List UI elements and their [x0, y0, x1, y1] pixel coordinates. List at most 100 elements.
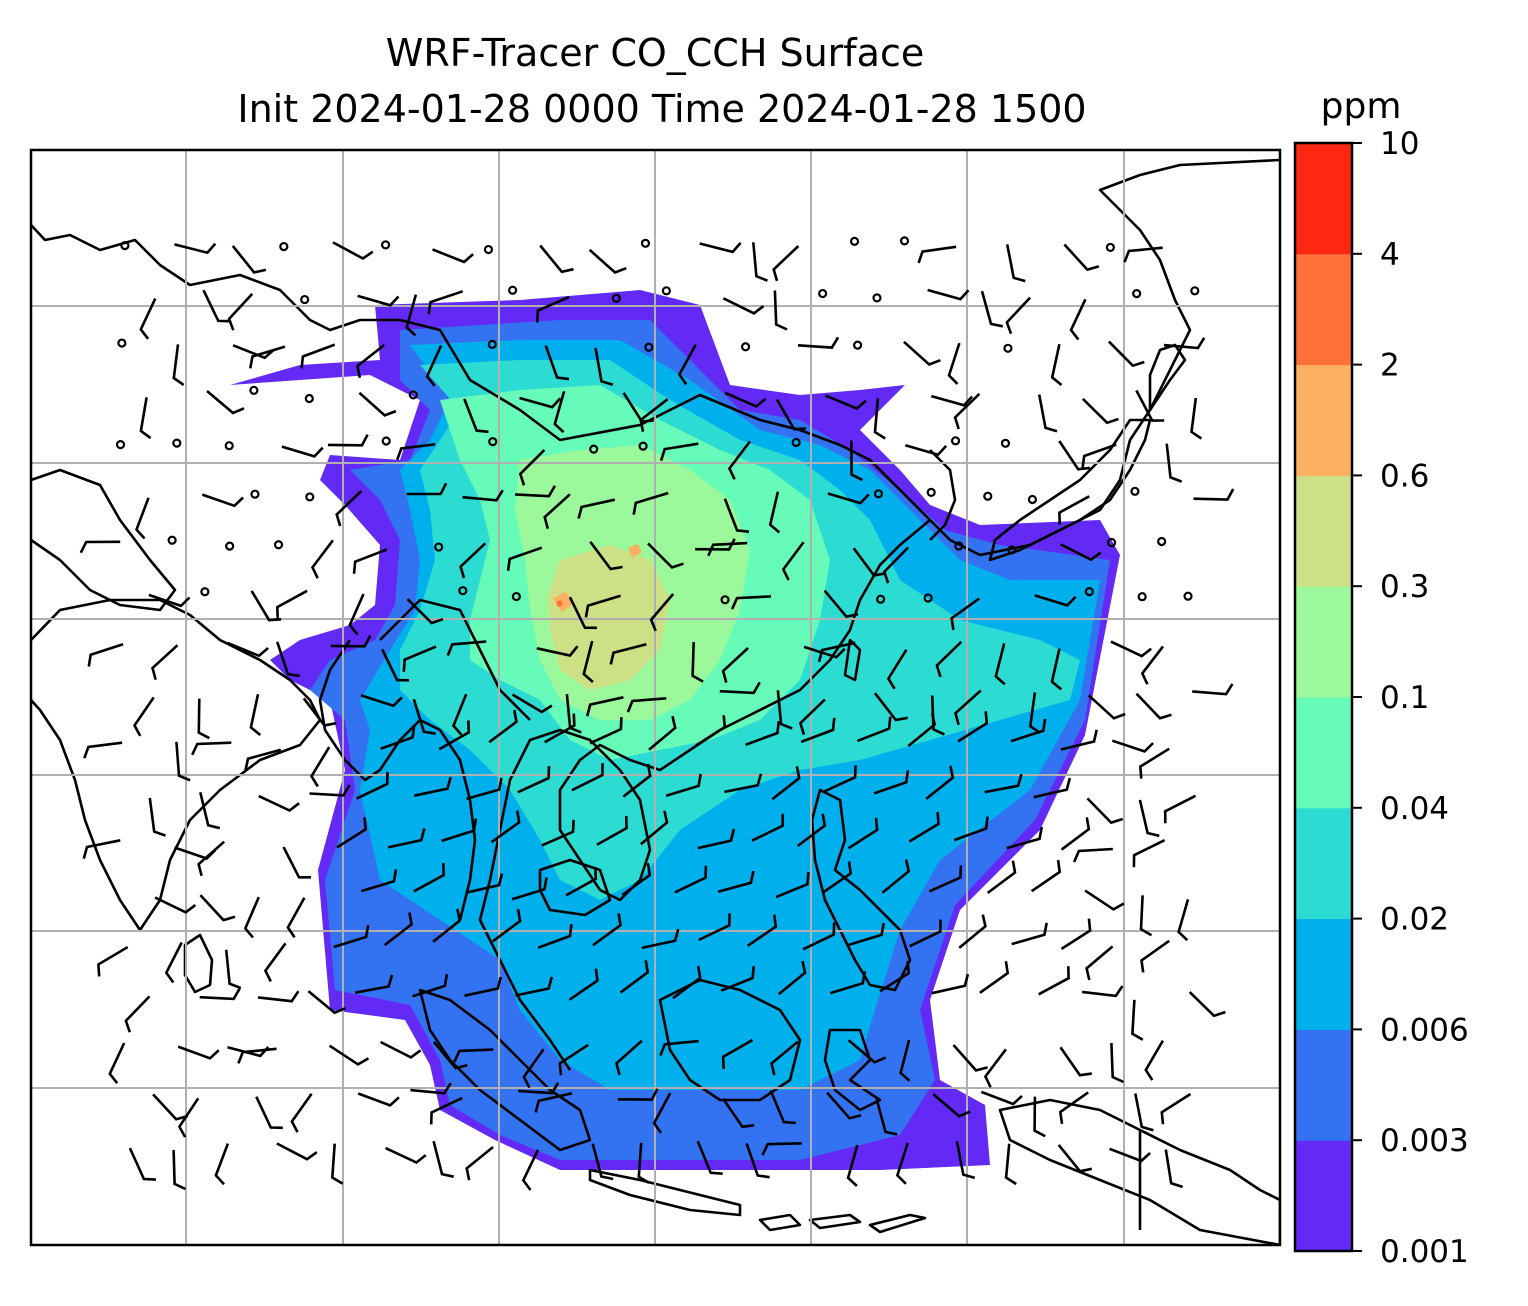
calm-wind-marker — [304, 393, 314, 404]
wind-barb — [124, 995, 151, 1033]
calm-wind-marker — [638, 441, 648, 451]
wind-barb — [164, 941, 183, 984]
wind-barb — [776, 690, 793, 730]
wind-barb — [410, 1082, 452, 1095]
colorbar-ticks: 0.001 0.003 0.006 0.02 0.04 0.1 0.3 0.6 2 4 10 — [1352, 126, 1469, 1270]
wind-barb — [139, 397, 152, 440]
wind-barb — [1038, 966, 1070, 996]
wind-barb — [823, 765, 857, 793]
wind-barb — [385, 1146, 427, 1165]
wind-barb — [534, 1092, 573, 1113]
wind-barb — [412, 698, 437, 735]
wind-barb — [571, 763, 604, 792]
wind-barb — [847, 817, 879, 850]
wind-barb — [617, 1088, 659, 1101]
wind-barb — [771, 766, 801, 801]
calm-wind-marker — [279, 241, 289, 252]
wind-barb — [648, 715, 677, 751]
wind-barb — [1084, 889, 1125, 911]
wind-barb — [652, 1092, 672, 1134]
wind-barb — [827, 492, 870, 505]
wind-barb — [1081, 985, 1124, 998]
wind-barb — [847, 1039, 887, 1064]
wind-barb — [151, 644, 179, 681]
wind-barb — [626, 697, 667, 713]
colorbar-band — [1295, 918, 1352, 1030]
colorbar-band — [1295, 475, 1352, 587]
calm-wind-marker — [172, 438, 182, 448]
wind-barb — [907, 712, 937, 748]
wind-barb — [984, 773, 1023, 794]
title-line-2: Init 2024-01-28 0000 Time 2024-01-28 150… — [237, 87, 1086, 131]
wind-barb — [465, 1145, 494, 1181]
wind-barb — [463, 398, 489, 434]
wind-barb — [275, 641, 300, 678]
taiwan — [843, 638, 862, 682]
wind-barb — [1135, 692, 1172, 720]
wind-barb — [490, 810, 521, 844]
wind-barb — [237, 1047, 277, 1064]
wind-barb — [1037, 394, 1058, 433]
wind-barb — [994, 643, 1006, 686]
wind-barb — [1193, 488, 1235, 501]
wind-barb — [135, 497, 150, 540]
wind-barb — [511, 877, 548, 901]
wind-barb — [358, 391, 397, 417]
wind-barb — [674, 865, 708, 894]
wind-barb — [1160, 1092, 1192, 1125]
wind-barb — [425, 344, 443, 387]
wind-barb — [175, 741, 191, 782]
wind-barb — [723, 498, 750, 533]
wind-barb — [330, 634, 372, 648]
wind-barb — [846, 1144, 859, 1187]
wind-barb — [402, 645, 437, 672]
wind-barb — [935, 640, 963, 678]
wind-barb — [227, 641, 269, 658]
wind-barb — [413, 863, 446, 893]
wind-barb — [952, 1044, 988, 1072]
wind-barb — [79, 540, 121, 554]
wind-barb — [172, 1149, 186, 1191]
wind-barb — [589, 541, 623, 571]
wind-barb — [1057, 1144, 1093, 1173]
calm-wind-marker — [300, 294, 310, 305]
colorbar-band — [1295, 807, 1352, 920]
wind-barb — [1060, 817, 1091, 851]
wind-barb — [257, 990, 300, 1003]
wind-barb — [647, 542, 684, 569]
wind-barb — [451, 693, 468, 736]
calm-wind-marker — [1137, 592, 1147, 602]
wind-barb — [772, 245, 800, 282]
wind-barb — [724, 773, 763, 794]
calm-wind-marker — [120, 241, 130, 251]
wind-barb — [453, 1048, 494, 1063]
wind-barb — [957, 711, 989, 743]
wind-barb — [856, 716, 892, 743]
wind-barb — [466, 777, 503, 801]
wind-barb — [281, 445, 324, 458]
wind-barb — [357, 294, 400, 307]
wind-barb — [980, 1090, 1023, 1106]
calm-wind-marker — [200, 587, 210, 597]
wind-barb — [955, 1140, 976, 1180]
wind-barb — [518, 448, 546, 486]
wind-barb — [695, 715, 727, 747]
wind-barb — [172, 344, 185, 386]
wind-barb — [930, 394, 974, 407]
wind-barb — [848, 922, 885, 946]
arabian-peninsula — [31, 468, 177, 612]
wind-barb — [249, 693, 262, 737]
wind-barb — [517, 766, 551, 794]
wind-barb — [1135, 389, 1165, 422]
wind-barb — [383, 912, 414, 947]
wind-barb — [1010, 718, 1047, 743]
wind-barb — [577, 498, 616, 519]
wind-barb — [632, 491, 669, 515]
wind-barb — [775, 398, 807, 431]
wind-barb — [745, 1142, 770, 1179]
wind-barb — [691, 641, 704, 683]
wind-barb — [752, 242, 768, 282]
wind-barb — [721, 647, 749, 683]
calm-wind-marker — [1130, 486, 1140, 496]
wind-barb — [875, 1098, 898, 1136]
